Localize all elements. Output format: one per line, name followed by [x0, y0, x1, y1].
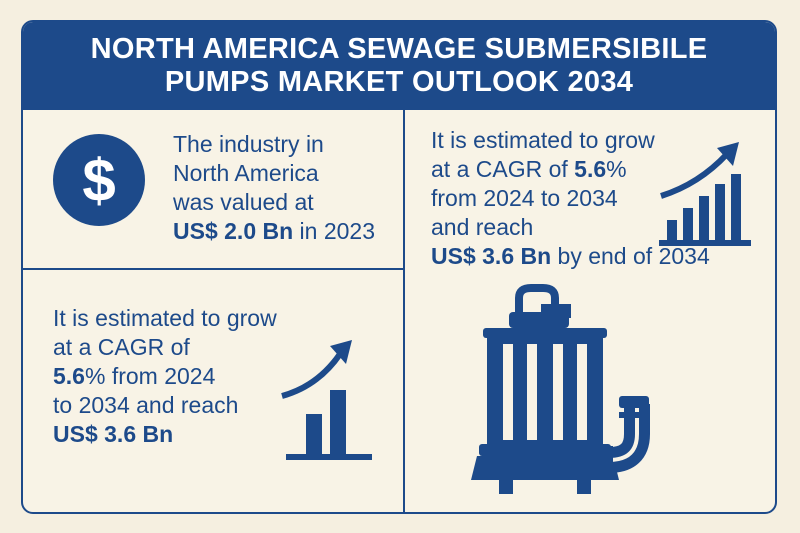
growth-right-line-2: at a CAGR of 5.6% — [431, 155, 710, 184]
cagr-value-left: 5.6 — [53, 363, 85, 389]
growth-left-line-4: to 2034 and reach — [53, 392, 239, 418]
growth-left-line-2: at a CAGR of — [53, 334, 190, 360]
market-value-2023: US$ 2.0 Bn — [173, 218, 294, 244]
cagr-pre-right: at a CAGR of — [431, 156, 575, 182]
growth-chart-icon — [659, 142, 751, 246]
growth-text-left: It is estimated to grow at a CAGR of 5.6… — [53, 304, 277, 449]
market-value-text: The industry in North America was valued… — [173, 130, 375, 246]
growth-right-line-5: US$ 3.6 Bn by end of 2034 — [431, 242, 710, 271]
value-line-1: The industry in — [173, 131, 324, 157]
value-line-4: US$ 2.0 Bn in 2023 — [173, 217, 375, 246]
infographic-card: NORTH AMERICA SEWAGE SUBMERSIBILE PUMPS … — [21, 20, 777, 514]
horizontal-divider — [23, 268, 403, 270]
growth-right-line-3: from 2024 to 2034 — [431, 185, 618, 211]
growth-text-right: It is estimated to grow at a CAGR of 5.6… — [431, 126, 710, 271]
growth-left-line-1: It is estimated to grow — [53, 305, 277, 331]
forecast-year-right: by end of 2034 — [551, 243, 710, 269]
forecast-value-right: US$ 3.6 Bn — [431, 243, 552, 269]
header-banner: NORTH AMERICA SEWAGE SUBMERSIBILE PUMPS … — [23, 22, 775, 110]
vertical-divider — [403, 110, 405, 512]
title-line-2: PUMPS MARKET OUTLOOK 2034 — [164, 66, 634, 98]
cagr-rest-right: % — [606, 156, 627, 182]
value-year: in 2023 — [293, 218, 376, 244]
growth-chart-icon — [281, 340, 372, 460]
growth-left-line-3: 5.6% from 2024 — [53, 362, 277, 391]
cagr-value-right: 5.6 — [574, 156, 607, 182]
growth-right-line-1: It is estimated to grow — [431, 127, 655, 153]
dollar-sign-icon: $ — [53, 134, 145, 226]
growth-right-line-4: and reach — [431, 214, 534, 240]
title-line-1: NORTH AMERICA SEWAGE SUBMERSIBILE — [90, 33, 708, 65]
cagr-rest-left: % from 2024 — [84, 363, 216, 389]
forecast-value-left: US$ 3.6 Bn — [53, 421, 174, 447]
submersible-pump-icon — [471, 284, 650, 494]
value-line-3: was valued at — [173, 189, 314, 215]
value-line-2: North America — [173, 160, 319, 186]
